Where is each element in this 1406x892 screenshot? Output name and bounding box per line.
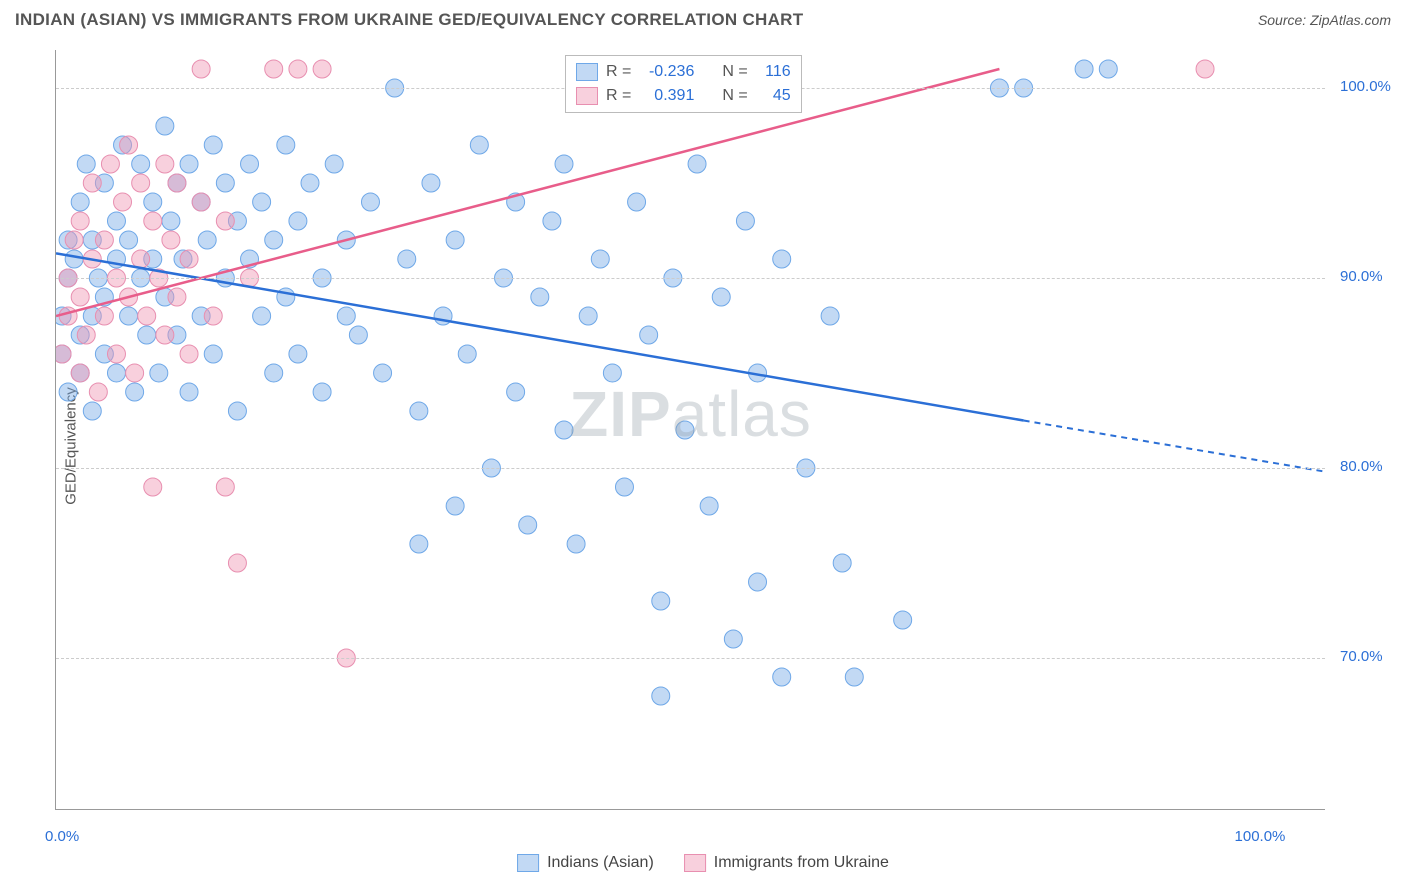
chart-header: INDIAN (ASIAN) VS IMMIGRANTS FROM UKRAIN… (15, 10, 1391, 30)
legend-swatch (576, 63, 598, 81)
y-tick-label: 70.0% (1340, 648, 1383, 665)
y-tick-label: 90.0% (1340, 268, 1383, 285)
gridline (56, 658, 1325, 659)
source-label: Source: ZipAtlas.com (1258, 12, 1391, 28)
chart-svg (56, 50, 1325, 809)
y-tick-label: 100.0% (1340, 78, 1391, 95)
legend-item: Immigrants from Ukraine (684, 854, 889, 872)
x-tick-label: 0.0% (45, 828, 79, 845)
stats-row: R =0.391N =45 (576, 84, 791, 108)
x-tick-label: 100.0% (1235, 828, 1286, 845)
legend-swatch (517, 854, 539, 872)
y-tick-label: 80.0% (1340, 458, 1383, 475)
stats-row: R =-0.236N =116 (576, 60, 791, 84)
series-legend: Indians (Asian) Immigrants from Ukraine (517, 854, 889, 872)
legend-swatch (684, 854, 706, 872)
gridline (56, 468, 1325, 469)
gridline (56, 278, 1325, 279)
chart-title: INDIAN (ASIAN) VS IMMIGRANTS FROM UKRAIN… (15, 10, 803, 30)
legend-item: Indians (Asian) (517, 854, 654, 872)
stats-legend: R =-0.236N =116R =0.391N =45 (565, 55, 802, 113)
legend-swatch (576, 87, 598, 105)
scatter-plot: ZIPatlas (55, 50, 1325, 810)
